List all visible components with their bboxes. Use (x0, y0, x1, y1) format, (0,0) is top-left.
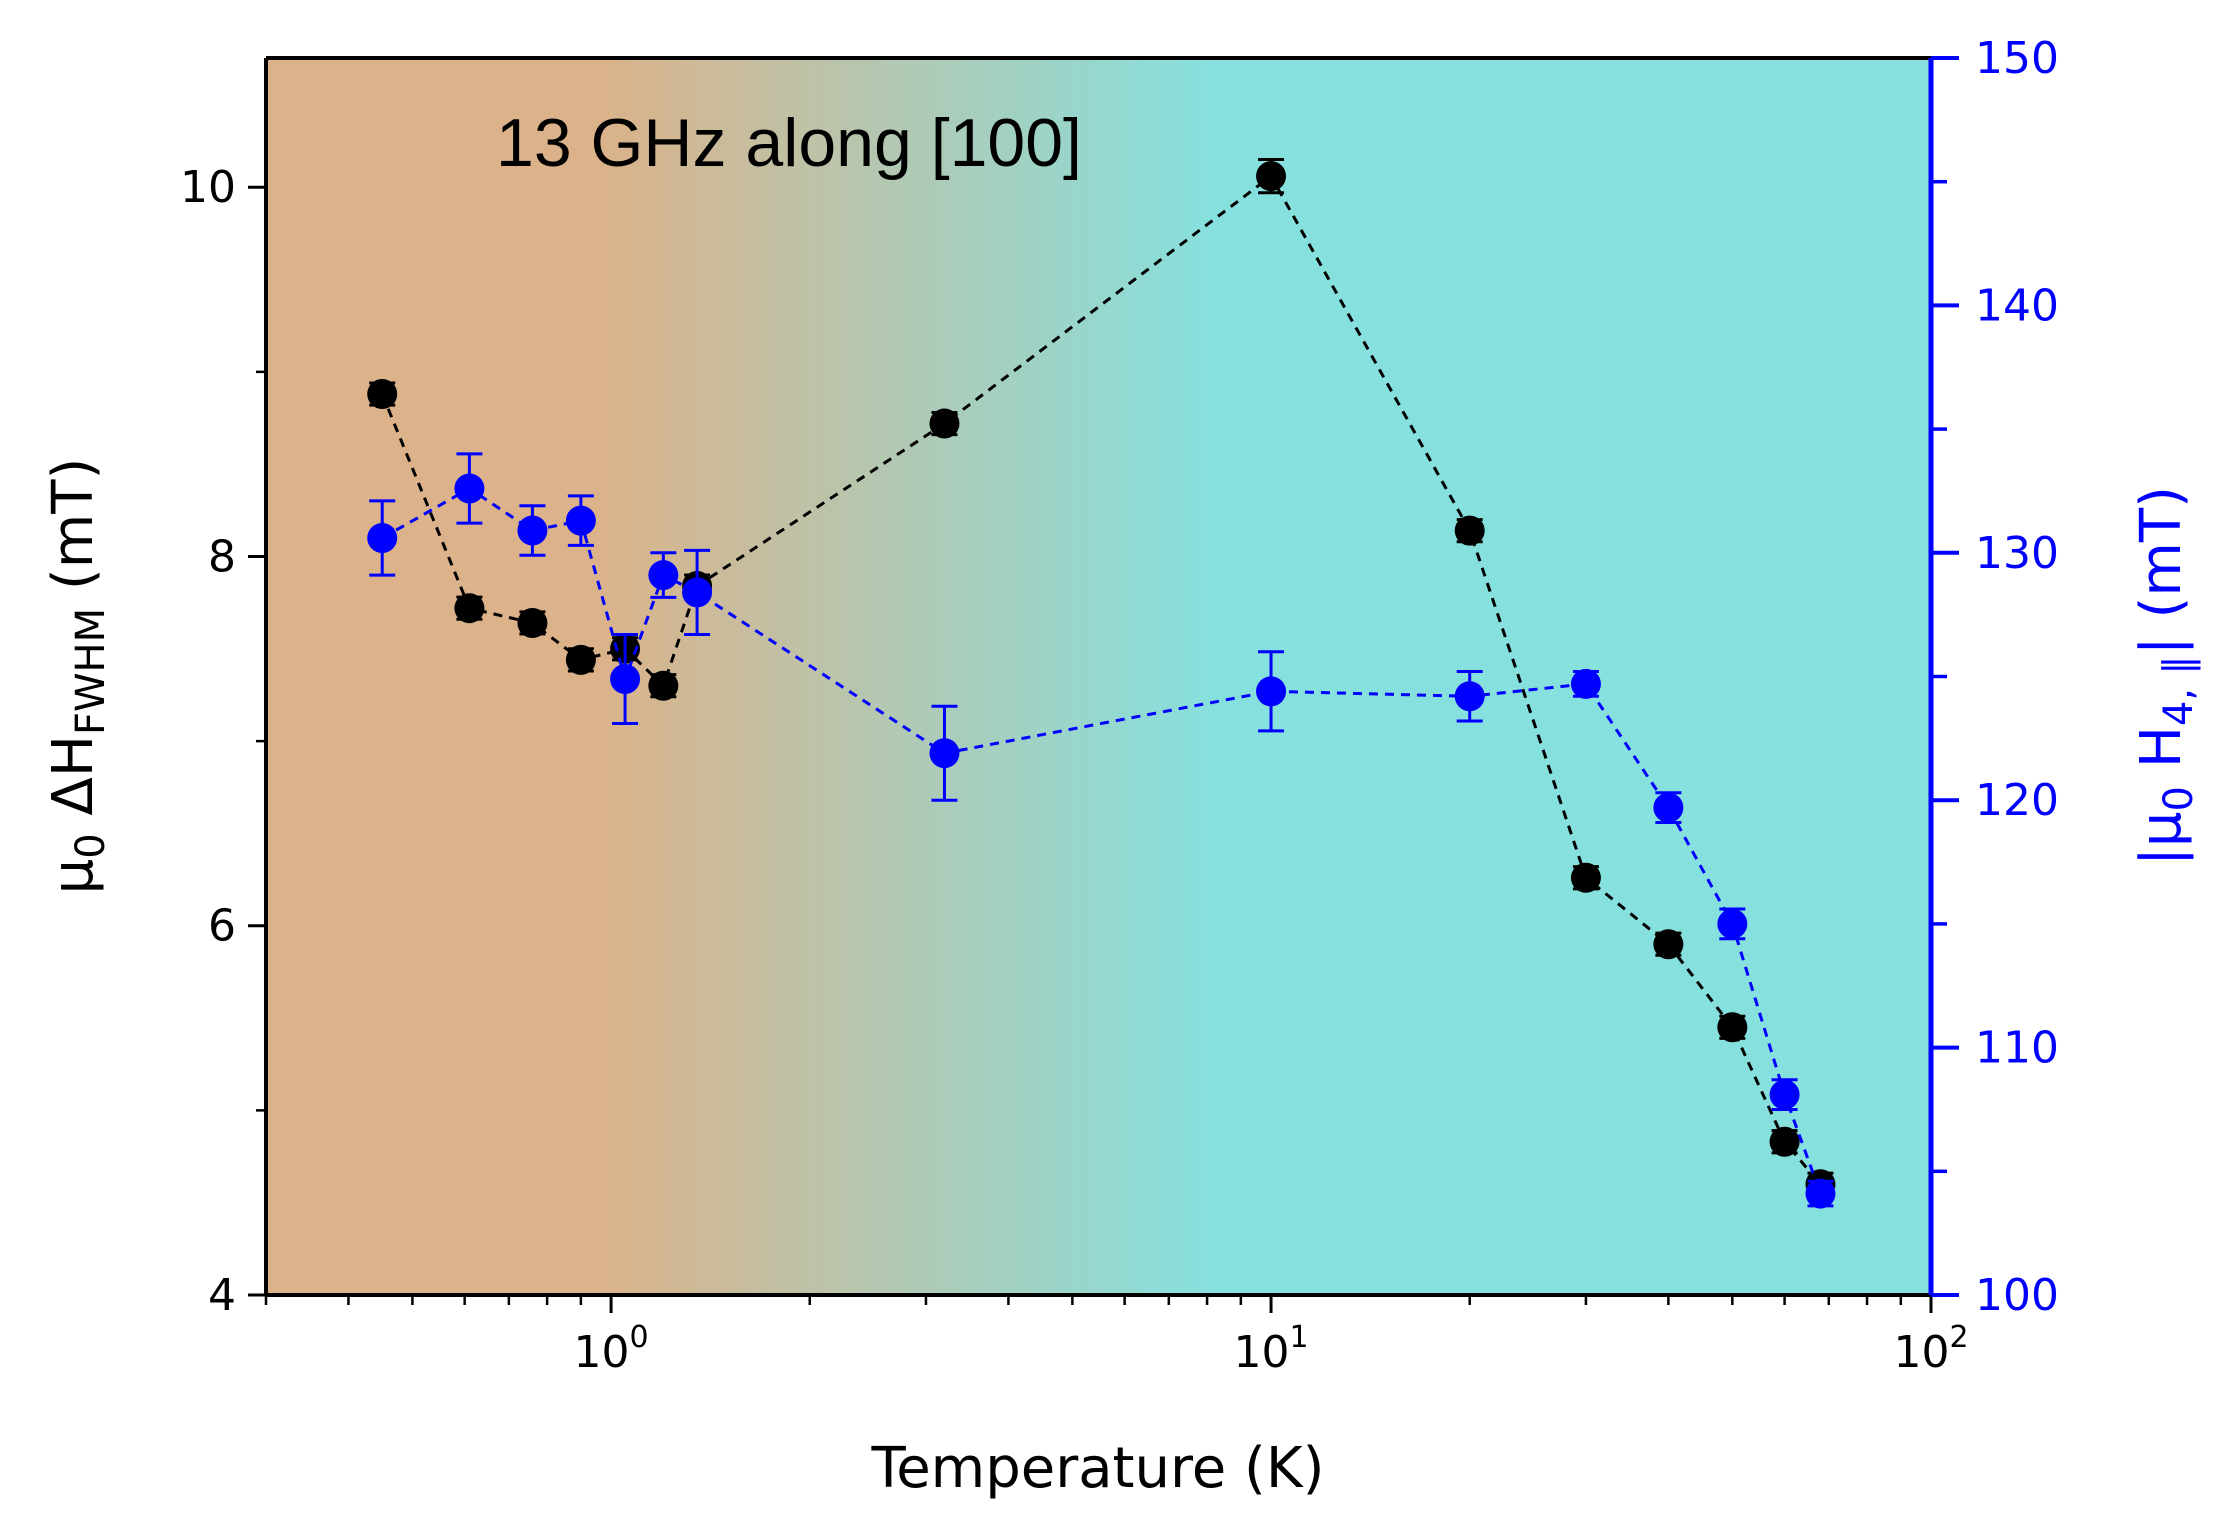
y-tick-label: 4 (208, 1270, 236, 1321)
data-point (1717, 908, 1748, 939)
data-point (1256, 676, 1287, 707)
axes-layer: 100 101 102 4 6 8 10 100 110 120 130 140 150 (180, 33, 2059, 1378)
y-axis-title-prefix-sub: 0 (68, 833, 114, 858)
data-point (1570, 668, 1601, 699)
y2-tick-label: 100 (1975, 1270, 2059, 1321)
y2-axis-title-prefix-sub: 0 (2156, 786, 2202, 811)
y-axis-title-main: ΔH (41, 735, 106, 833)
data-point (648, 560, 679, 591)
y-axis-title-prefix: μ (41, 859, 106, 895)
series-left (367, 158, 1836, 1200)
y2-axis-title-prefix: |μ (2129, 811, 2194, 866)
data-point (1769, 1079, 1800, 1110)
data-point (610, 663, 641, 694)
y2-tick-label: 110 (1975, 1023, 2059, 1074)
data-point (517, 515, 548, 546)
y-axis-title-sub: FWHM (68, 608, 114, 735)
data-point (682, 577, 713, 608)
y2-axis-title: |μ0 H4, ∥| (mT) (2129, 486, 2202, 866)
x-tick-label: 101 (1233, 1320, 1308, 1378)
data-point (454, 473, 485, 504)
y2-axis-title-sub: 4, ∥ (2156, 655, 2202, 726)
data-point (1769, 1126, 1800, 1157)
data-point (367, 379, 398, 410)
y-tick-label: 8 (208, 531, 236, 582)
data-point (1717, 1012, 1748, 1043)
x-tick-label: 100 (574, 1320, 649, 1378)
y2-tick-label: 130 (1975, 528, 2059, 579)
data-point (1256, 161, 1287, 192)
data-point (1805, 1178, 1836, 1209)
data-point (929, 738, 960, 769)
y-tick-label: 6 (208, 901, 236, 952)
data-point (1454, 681, 1485, 712)
data-point (1454, 515, 1485, 546)
data-point (1570, 862, 1601, 893)
data-point (929, 408, 960, 439)
x-axis-title: Temperature (K) (871, 1436, 1325, 1501)
y2-tick-label: 120 (1975, 775, 2059, 826)
y2-axis-title-main: H (2129, 726, 2194, 786)
data-point (517, 607, 548, 638)
series-layer (367, 158, 1836, 1209)
data-point (1653, 792, 1684, 823)
data-point (1653, 929, 1684, 960)
y-axis-title: μ0 ΔHFWHM (mT) (41, 458, 114, 895)
x-tick-label: 102 (1893, 1320, 1968, 1378)
y2-axis-title-suffix: | (mT) (2129, 486, 2194, 655)
chart-annotation: 13 GHz along [100] (496, 105, 1082, 181)
data-point (648, 670, 679, 701)
series-right (367, 452, 1836, 1209)
y2-tick-label: 140 (1975, 280, 2059, 331)
data-point (367, 522, 398, 553)
data-point (565, 644, 596, 675)
y2-tick-label: 150 (1975, 33, 2059, 84)
plot-background (266, 58, 1931, 1295)
y-tick-label: 10 (180, 162, 236, 213)
data-point (565, 505, 596, 536)
data-point (454, 593, 485, 624)
y-axis-title-suffix: (mT) (41, 458, 106, 608)
